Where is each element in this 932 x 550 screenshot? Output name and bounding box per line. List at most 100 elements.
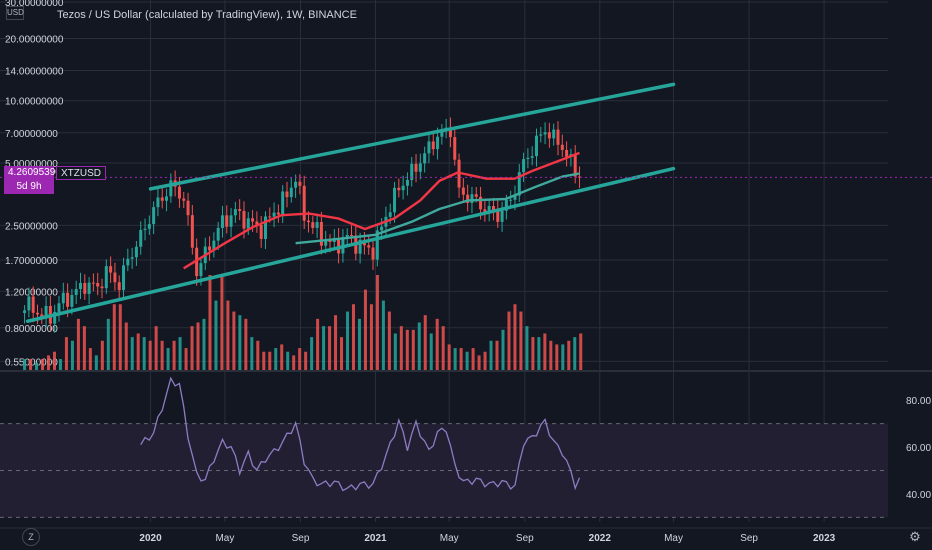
moving-average-slow — [295, 172, 580, 245]
candle — [337, 228, 341, 264]
chart-title: Tezos / US Dollar (calculated by Trading… — [57, 9, 357, 21]
volume-bar — [441, 326, 445, 370]
candle-body — [272, 212, 276, 217]
candle — [61, 282, 65, 310]
candle — [423, 146, 427, 173]
volume-bar — [202, 318, 206, 370]
volume-bar — [567, 340, 571, 370]
candle — [225, 205, 229, 234]
candle-body — [139, 229, 143, 247]
candle-body — [190, 215, 194, 248]
candle-body — [294, 181, 298, 188]
candle — [152, 201, 156, 235]
candle-body — [431, 141, 435, 150]
candle-body — [199, 263, 203, 277]
candle-body — [134, 246, 138, 258]
candle-body — [78, 283, 83, 290]
rsi-tick-label: 40.00 — [906, 490, 931, 501]
candle-body — [543, 132, 547, 135]
candle-body — [461, 187, 465, 195]
candle — [100, 278, 104, 299]
volume-bar — [387, 311, 391, 370]
price-tick-label: 30.00000000 — [5, 0, 64, 9]
candle — [40, 308, 44, 325]
price-tick-label: 2.50000000 — [5, 221, 58, 232]
candle — [113, 262, 117, 291]
volume-bar — [328, 326, 332, 370]
candle-body — [182, 198, 186, 201]
candle-body — [560, 144, 564, 150]
candle — [130, 247, 134, 269]
volume-bar — [64, 337, 68, 370]
candle-body — [35, 312, 39, 315]
candle — [397, 178, 401, 198]
candle-body — [565, 149, 569, 157]
volume-bar — [280, 344, 284, 370]
candle-body — [259, 224, 263, 239]
volume-bar — [262, 351, 266, 370]
volume-bar — [232, 311, 236, 370]
time-tick-label: Sep — [516, 533, 534, 544]
candle — [345, 228, 349, 245]
volume-bar — [543, 333, 547, 370]
candle-body — [96, 283, 100, 287]
volume-bar — [393, 333, 397, 370]
volume-bar — [561, 344, 565, 370]
candle-body — [117, 282, 121, 291]
candle — [83, 274, 87, 300]
volume-bar — [298, 348, 302, 370]
settings-gear-icon[interactable]: ⚙ — [909, 529, 921, 544]
volume-bar — [423, 315, 427, 370]
candle-body — [298, 181, 302, 186]
candle — [401, 175, 405, 200]
candle — [556, 121, 560, 156]
volume-bar — [555, 344, 559, 370]
candle-body — [91, 282, 95, 284]
candle-body — [405, 179, 409, 186]
volume-bars — [23, 275, 583, 370]
candle — [259, 215, 263, 248]
candle-body — [44, 305, 48, 318]
volume-bar — [375, 275, 379, 370]
candles — [23, 117, 582, 333]
rsi-line — [140, 376, 581, 492]
candle — [139, 221, 143, 255]
volume-bar — [250, 337, 254, 370]
volume-bar — [429, 333, 433, 370]
candle-body — [350, 234, 354, 236]
candle — [212, 232, 216, 258]
volume-bar — [23, 359, 27, 370]
volume-bar — [196, 322, 200, 370]
candle — [526, 148, 530, 169]
volume-bar — [82, 326, 86, 370]
candle-body — [427, 141, 431, 154]
candle-body — [547, 132, 551, 139]
candle-body — [177, 186, 181, 199]
timezone-icon[interactable]: Z — [22, 528, 40, 546]
candle — [182, 191, 186, 209]
volume-bar — [136, 333, 140, 370]
candle-body — [414, 163, 418, 172]
candle-body — [87, 282, 91, 294]
volume-bar — [531, 337, 535, 370]
candle-body — [122, 265, 126, 291]
candle — [156, 188, 160, 217]
volume-bar — [340, 337, 344, 370]
candle-body — [440, 129, 444, 137]
candle-body — [66, 292, 70, 307]
candle-body — [255, 221, 259, 225]
currency-label[interactable]: USD — [6, 6, 24, 20]
candle — [263, 211, 267, 250]
volume-bar — [549, 340, 553, 370]
candle-body — [160, 197, 164, 201]
candle — [298, 174, 302, 195]
time-tick-label: 2023 — [813, 533, 836, 544]
candle-body — [57, 303, 61, 312]
candle-body — [530, 156, 534, 158]
candle-body — [281, 191, 285, 215]
candle — [534, 128, 538, 167]
volume-bar — [238, 315, 242, 370]
candle — [461, 178, 465, 203]
candle-body — [70, 294, 74, 307]
